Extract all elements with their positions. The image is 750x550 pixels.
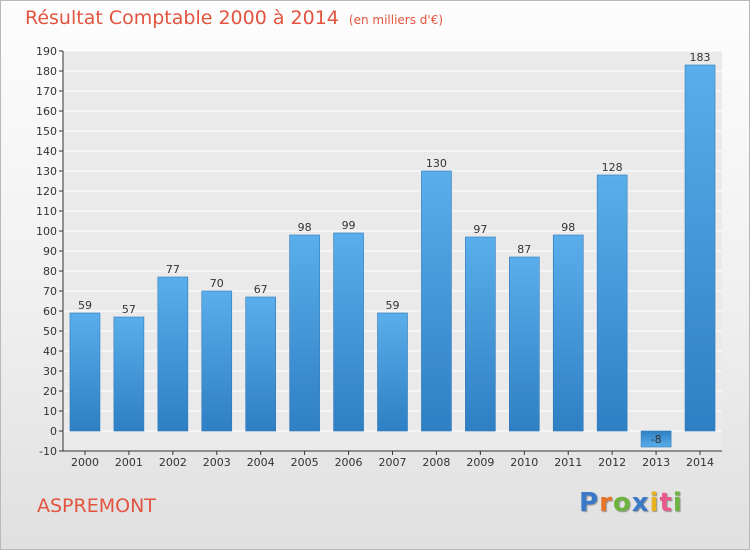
data-label: 130	[426, 157, 447, 170]
x-tick-label: 2004	[247, 456, 275, 469]
data-label: 87	[517, 243, 531, 256]
x-tick-label: 2013	[642, 456, 670, 469]
x-tick-label: 2008	[422, 456, 450, 469]
bar-2012	[596, 174, 628, 432]
data-label: 67	[254, 283, 268, 296]
proxiti-logo: Proxiti	[579, 488, 683, 518]
x-tick-label: 2006	[335, 456, 363, 469]
logo-letter: r	[599, 488, 613, 518]
y-tick-label: 90	[43, 245, 57, 258]
data-label: 98	[561, 221, 575, 234]
x-tick-label: 2007	[379, 456, 407, 469]
data-label: 99	[342, 219, 356, 232]
bar-2013	[640, 430, 672, 448]
x-tick-label: 2005	[291, 456, 319, 469]
y-tick-label: 80	[43, 265, 57, 278]
logo-letter: o	[612, 488, 632, 518]
logo-letter: t	[659, 488, 673, 518]
data-label: 97	[473, 223, 487, 236]
y-tick-label: 110	[36, 205, 57, 218]
data-label: 59	[78, 299, 92, 312]
logo-letter: i	[672, 488, 683, 518]
y-tick-label: 40	[43, 345, 57, 358]
logo-letter: x	[631, 488, 650, 518]
bar-2014	[684, 64, 716, 432]
x-tick-label: 2010	[510, 456, 538, 469]
bar-2003	[201, 290, 233, 432]
data-label: 70	[210, 277, 224, 290]
data-label: 77	[166, 263, 180, 276]
y-tick-label: 100	[36, 225, 57, 238]
chart-title-text: Résultat Comptable 2000 à 2014	[25, 7, 339, 29]
bar-2005	[289, 234, 320, 432]
y-tick-label: 30	[43, 365, 57, 378]
bar-2011	[552, 234, 584, 432]
bar-2009	[465, 236, 496, 432]
y-tick-label: 160	[36, 105, 57, 118]
x-tick-label: 2012	[598, 456, 626, 469]
commune-name: ASPREMONT	[37, 495, 156, 517]
logo-letter: P	[579, 488, 600, 518]
x-tick-label: 2000	[71, 456, 99, 469]
y-tick-label: 150	[36, 125, 57, 138]
bar-2008	[421, 170, 452, 432]
y-tick-label: 60	[43, 305, 57, 318]
x-tick-label: 2011	[554, 456, 582, 469]
x-tick-label: 2003	[203, 456, 231, 469]
data-label: 57	[122, 303, 136, 316]
y-tick-label: 10	[43, 405, 57, 418]
data-label: 59	[386, 299, 400, 312]
bar-2004	[245, 296, 276, 432]
y-tick-label: 180	[36, 65, 57, 78]
data-label: -8	[651, 433, 662, 446]
chart-subtitle: (en milliers d'€)	[348, 13, 444, 27]
y-tick-label: 130	[36, 165, 57, 178]
data-label: 128	[602, 161, 623, 174]
y-tick-label: 0	[50, 425, 57, 438]
y-tick-label: 70	[43, 285, 57, 298]
logo-letter: i	[649, 488, 660, 518]
bar-2002	[157, 276, 189, 432]
y-tick-label: 140	[36, 145, 57, 158]
bar-2007	[377, 312, 408, 432]
data-label: 98	[298, 221, 312, 234]
data-label: 183	[690, 51, 711, 64]
x-tick-label: 2002	[159, 456, 187, 469]
y-tick-label: 20	[43, 385, 57, 398]
bar-2001	[113, 316, 145, 432]
y-tick-label: 190	[36, 45, 57, 58]
y-tick-label: -10	[39, 445, 57, 458]
x-tick-label: 2014	[686, 456, 714, 469]
y-tick-label: 50	[43, 325, 57, 338]
x-tick-label: 2001	[115, 456, 143, 469]
bar-2000	[69, 312, 101, 432]
bar-2010	[508, 256, 540, 432]
x-tick-label: 2009	[466, 456, 494, 469]
y-tick-label: 170	[36, 85, 57, 98]
y-tick-label: 120	[36, 185, 57, 198]
chart-title: Résultat Comptable 2000 à 2014 (en millie…	[25, 7, 443, 29]
bar-2006	[333, 232, 364, 432]
